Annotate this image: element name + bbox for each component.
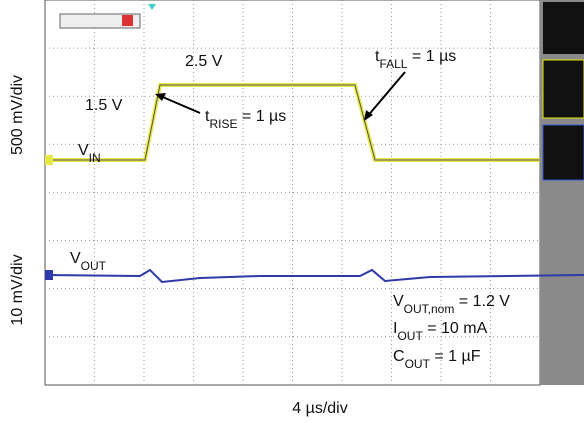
label-sub: OUT [397, 329, 423, 343]
label-main: V [78, 142, 89, 159]
arrow [157, 94, 201, 114]
label-rest: = 1 µs [237, 108, 286, 125]
label-main: 2.5 V [185, 53, 223, 70]
tab [59, 13, 141, 29]
label-main: 1.5 V [85, 97, 123, 114]
panel-box [542, 59, 584, 119]
ch2-scale: 10 mV/div [9, 254, 26, 325]
label: 2.5 V [185, 53, 223, 70]
grid [45, 0, 540, 385]
label: tRISE = 1 µs [205, 108, 286, 131]
ch1-marker [45, 155, 53, 165]
ch1-scale: 500 mV/div [9, 75, 26, 155]
label-main: t [375, 48, 380, 65]
label-main: V [70, 250, 81, 267]
panel-box [543, 2, 584, 54]
label: VOUT [70, 250, 107, 273]
label-sub: OUT [81, 259, 107, 273]
label-rest: = 1 µs [407, 48, 456, 65]
label-sub: RISE [209, 117, 237, 131]
tab-close [122, 15, 133, 26]
label: VOUT,nom = 1.2 V [393, 293, 510, 316]
label-rest: = 10 mA [423, 320, 488, 337]
label-main: C [393, 348, 405, 365]
time-scale: 4 µs/div [292, 400, 347, 417]
vout-trace [44, 268, 584, 284]
arrowhead [155, 93, 166, 101]
label-rest: = 1.2 V [454, 293, 510, 310]
label-sub: IN [89, 151, 101, 165]
label: COUT = 1 µF [393, 348, 481, 371]
trigger-marker [148, 4, 156, 10]
label-rest: = 1 µF [430, 348, 481, 365]
label-sub: OUT,nom [404, 302, 455, 316]
label-main: V [393, 293, 404, 310]
arrow [365, 71, 406, 119]
vin-trace-core [45, 84, 540, 161]
panel-box [542, 124, 584, 181]
label-sub: FALL [379, 57, 407, 71]
label: VIN [78, 142, 101, 165]
label: tFALL = 1 µs [375, 48, 456, 71]
label-main: t [205, 108, 210, 125]
arrowhead [364, 110, 373, 121]
side-panel [540, 0, 584, 385]
label-sub: OUT [405, 357, 431, 371]
ch2-marker [45, 270, 53, 280]
label: IOUT = 10 mA [393, 320, 488, 343]
label: 1.5 V [85, 97, 123, 114]
label-main: I [393, 320, 397, 337]
